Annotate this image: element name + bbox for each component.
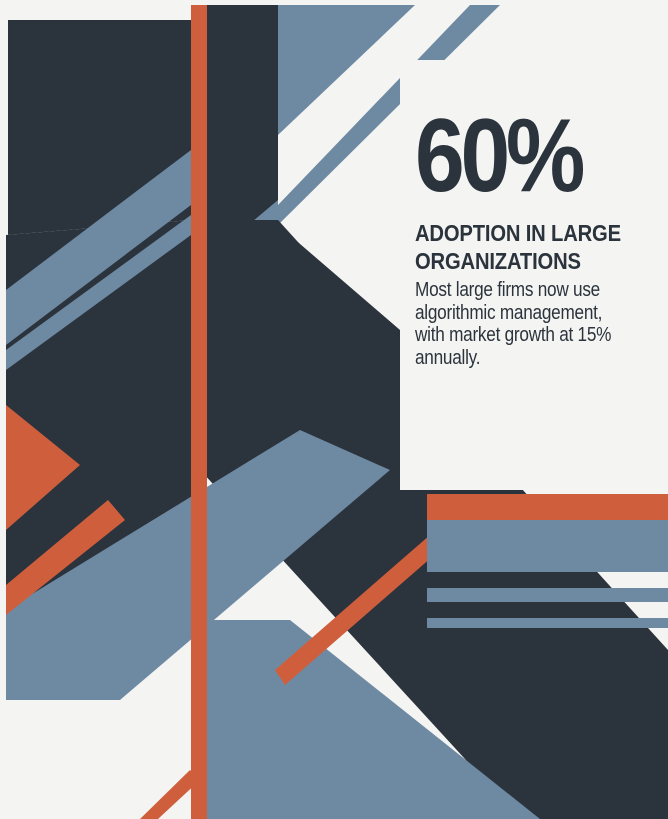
- stat-block: 60% ADOPTION IN LARGE ORGANIZATIONS Most…: [415, 104, 660, 369]
- slate-bar-right-wide: [427, 520, 668, 572]
- slate-bar-right-thin-1: [427, 588, 668, 602]
- slate-bar-right-thin-2: [427, 618, 668, 628]
- description-line: with market growth at 15%: [415, 324, 612, 346]
- slate-diagonal-left-lower: [6, 215, 191, 370]
- light-text-area: [400, 60, 668, 490]
- description-line: algorithmic management,: [415, 301, 603, 324]
- description-line: Most large firms now use: [415, 279, 600, 301]
- dark-triangle-upper-left: [6, 20, 191, 235]
- description-line: annually.: [415, 346, 481, 369]
- headline-line: ADOPTION IN LARGE: [415, 220, 621, 246]
- orange-square-left: [6, 405, 80, 530]
- slate-diagonal-top-right: [278, 5, 415, 135]
- orange-diagonal-bottom: [140, 770, 200, 819]
- slate-diagonal-left: [6, 150, 191, 345]
- stat-headline: ADOPTION IN LARGE ORGANIZATIONS: [415, 219, 664, 275]
- stat-value: 60%: [415, 98, 585, 214]
- stat-description: Most large firms now use algorithmic man…: [415, 279, 664, 369]
- dark-diagonal-behind-text: [278, 225, 400, 370]
- headline-line: ORGANIZATIONS: [415, 248, 581, 274]
- orange-diagonal-lower-right: [275, 535, 440, 685]
- dark-vertical-column: [207, 5, 278, 260]
- orange-vertical-bar: [191, 5, 207, 819]
- orange-diagonal-bar-left: [6, 500, 125, 615]
- orange-bar-right: [427, 494, 668, 520]
